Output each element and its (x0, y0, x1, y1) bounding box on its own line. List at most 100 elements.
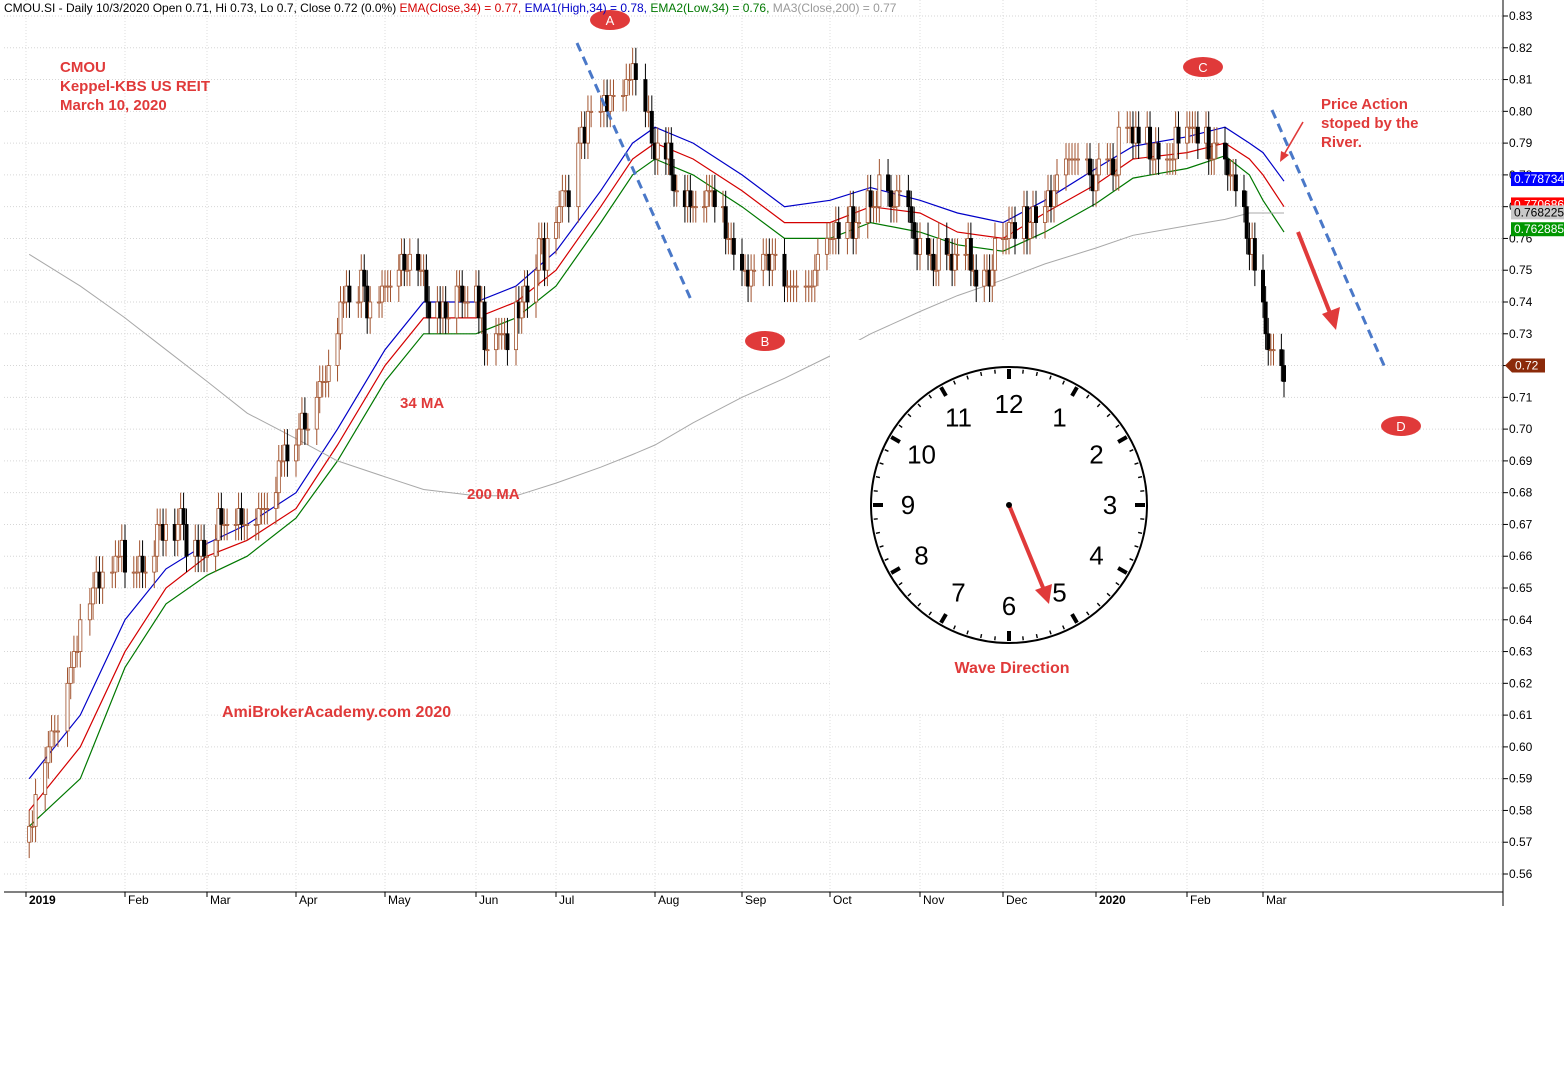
header-segment: EMA(Close,34) = 0.77, (400, 1, 525, 15)
candle-body (1170, 158, 1175, 161)
candle-body (239, 508, 244, 525)
candle (1242, 174, 1247, 223)
y-tick-label: 0.82 (1509, 41, 1533, 55)
clock-minute-tick (1129, 449, 1134, 452)
title-line: March 10, 2020 (60, 97, 167, 114)
clock-hour-tick (1070, 386, 1079, 397)
candle-body (454, 285, 459, 319)
candle-body (731, 238, 736, 255)
clock-minute-tick (875, 531, 881, 534)
candle (918, 222, 923, 271)
candle-body (314, 396, 319, 430)
candle (1094, 159, 1099, 207)
candle (427, 286, 432, 334)
candle-body (493, 333, 498, 351)
candle-body (175, 524, 180, 541)
candle-body (443, 301, 448, 319)
candle (97, 556, 102, 604)
candle-body (536, 238, 541, 271)
candle (314, 381, 319, 445)
candle (630, 47, 635, 96)
candle-body (1156, 142, 1161, 160)
candle-body (233, 524, 238, 526)
candle (184, 508, 189, 573)
candle (110, 556, 115, 588)
candle (934, 254, 939, 287)
candle (71, 635, 76, 684)
clock-minute-tick (898, 424, 903, 428)
candle-body (296, 428, 301, 446)
candle (955, 238, 960, 271)
candle (296, 413, 301, 461)
clock-minute-tick (879, 462, 884, 465)
price-tag-text: 0.778734 (1514, 172, 1564, 186)
x-tick-label: Jun (479, 893, 498, 907)
candle (794, 270, 799, 302)
candle-body (514, 301, 519, 351)
candle (576, 127, 581, 223)
candle-body (894, 190, 899, 208)
candle-body (836, 222, 841, 239)
candle (886, 159, 891, 207)
candle (974, 254, 979, 302)
candle (809, 270, 814, 302)
candle-body (1150, 158, 1155, 161)
candle-body (1116, 126, 1121, 176)
candle (514, 286, 519, 366)
candle-body (181, 508, 186, 525)
clock-minute-tick (917, 403, 922, 408)
candle (323, 365, 328, 398)
candle-body (323, 381, 328, 383)
clock-minute-tick (1086, 394, 1090, 399)
candle (424, 254, 429, 318)
candle-body (33, 794, 38, 827)
candle-body (1261, 269, 1266, 303)
wave-point-oval (590, 10, 630, 30)
candle-body (94, 571, 99, 589)
candle (356, 286, 361, 318)
candle (1088, 143, 1093, 191)
candle (704, 174, 709, 223)
candle-body (621, 95, 626, 97)
candle (213, 524, 218, 573)
candle (482, 286, 487, 366)
candle-body (761, 253, 766, 271)
candle (1076, 143, 1081, 175)
candle-body (627, 79, 632, 81)
candle-body (560, 190, 565, 208)
y-tick-label: 0.68 (1509, 486, 1533, 500)
clock-number: 6 (1002, 591, 1016, 621)
candle (1007, 206, 1012, 255)
clock-number: 12 (995, 389, 1024, 419)
clock-minute-tick (1086, 611, 1090, 616)
candle-body (770, 253, 775, 271)
label-34-ma: 34 MA (400, 395, 444, 412)
candle (1252, 222, 1257, 287)
candle-body (1096, 158, 1101, 176)
candle (944, 222, 949, 271)
y-tick-label: 0.65 (1509, 581, 1533, 595)
candle-body (712, 190, 717, 208)
candle-body (265, 508, 270, 510)
candle-body (912, 222, 917, 239)
candle-body (113, 555, 118, 573)
candle (1028, 206, 1033, 255)
candle-body (119, 539, 124, 557)
clock-hand-arrowhead (1035, 584, 1052, 604)
candle (1206, 111, 1211, 175)
candle (1214, 127, 1219, 159)
candle (377, 286, 382, 318)
candle-body (460, 285, 465, 303)
candle-body (71, 651, 76, 668)
candle (1176, 111, 1181, 159)
annotation-layer: CMOU Keppel-KBS US REIT March 10, 2020 34 M… (60, 10, 1421, 721)
candle (152, 540, 157, 588)
candle-body (279, 460, 284, 463)
title-line: Keppel-KBS US REIT (60, 78, 210, 95)
candle (1209, 143, 1214, 175)
clock-hour-tick (939, 386, 948, 397)
wave-point-d: D (1381, 416, 1421, 436)
candle-body (563, 190, 568, 193)
candle-body (886, 174, 891, 192)
y-tick-label: 0.80 (1509, 104, 1533, 118)
